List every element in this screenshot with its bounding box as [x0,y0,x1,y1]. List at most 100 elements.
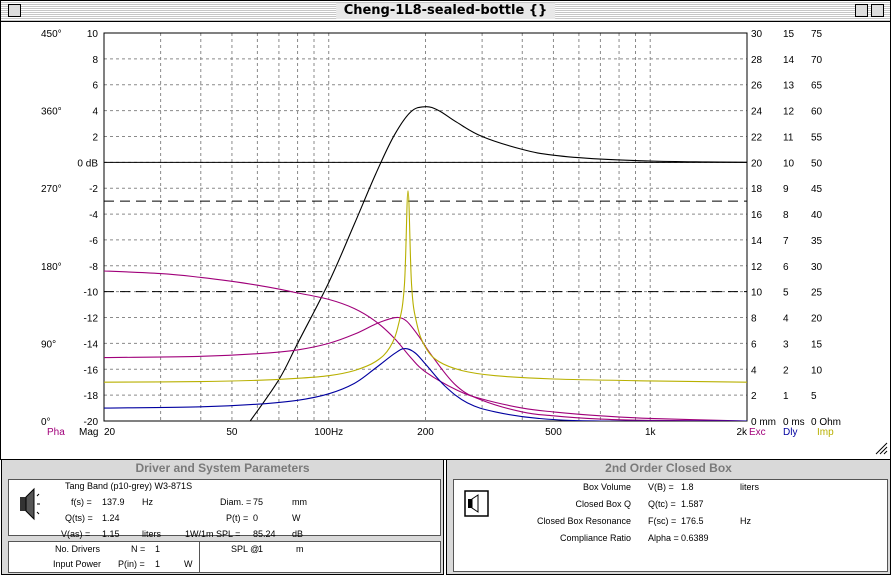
box-row-label: Compliance Ratio [559,533,631,543]
box-row-value[interactable]: 1.8 [681,482,694,492]
x-tick-label: 200 [417,427,434,438]
spl-at-value[interactable]: 1 [258,544,264,554]
box-row-unit: liters [740,482,760,492]
x-tick-label: 500 [545,427,562,438]
qts-value[interactable]: 1.24 [102,513,120,523]
dly-tick-label: 2 [783,365,789,376]
mag-tick-label: -2 [89,184,98,195]
imp-tick-label: 75 [811,29,823,40]
box-row-sym: Alpha = [648,533,679,543]
fs-unit: Hz [142,497,153,507]
imp-tick-label: 40 [811,210,823,221]
mag-tick-label: -20 [84,417,99,428]
dly-tick-label: 9 [783,184,789,195]
mag-tick-label: 0 dB [77,158,98,169]
phase-tick-label: 360° [41,107,62,118]
x-tick-label: 100Hz [314,427,343,438]
curve-magnitude [249,106,747,421]
box-panel-title: 2nd Order Closed Box [605,461,732,475]
mag-axis-label: Mag [79,427,98,438]
exc-tick-label: 26 [751,81,763,92]
input-power-unit: W [184,559,193,569]
zoom-box-icon[interactable] [855,4,868,17]
spl-at-label: SPL @ [231,544,260,554]
mag-tick-label: -10 [84,288,99,299]
dly-tick-label: 5 [783,288,789,299]
vas-unit: liters [142,529,162,539]
x-tick-label: 50 [226,427,238,438]
plot-frame [103,32,748,422]
imp-tick-label: 5 [811,391,817,402]
mag-tick-label: -4 [89,210,98,221]
exc-tick-label: 6 [751,339,757,350]
spl-value[interactable]: 85.24 [253,529,276,539]
sealed-box-icon [464,490,489,517]
diam-label: Diam. = [220,497,252,507]
drivers-box[interactable]: No. Drivers N = 1 Input Power P(in) = 1 … [8,541,200,573]
dly-tick-label: 11 [783,132,794,143]
vas-value[interactable]: 1.15 [102,529,120,539]
spl-label: 1W/1m SPL = [185,529,241,539]
plot-area: 10 8 6 4 2 0 dB -2 -4 -6 -8 -10 -12 -14 -16 -18 -20 450°… [1,22,890,458]
dly-tick-label: 4 [783,314,789,325]
resize-grip-icon[interactable] [875,442,888,455]
exc-tick-label: 16 [751,210,763,221]
curve-impedance [104,190,747,383]
imp-tick-label: 20 [811,314,823,325]
input-power-value[interactable]: 1 [155,559,161,569]
curve-delay [104,348,747,421]
spl-at-unit: m [296,544,304,554]
box-row-label: Closed Box Resonance [536,516,631,526]
no-drivers-value[interactable]: 1 [155,544,161,554]
exc-axis-label: Exc [749,427,766,438]
exc-tick-label: 0 mm [751,417,776,428]
no-drivers-sym: N = [131,544,146,554]
exc-tick-label: 22 [751,132,763,143]
dly-tick-label: 6 [783,262,789,273]
dly-tick-label: 15 [783,29,795,40]
imp-axis-label: Imp [817,427,834,438]
diam-value[interactable]: 75 [253,497,264,507]
pt-unit: W [292,513,301,523]
box-row-value[interactable]: 1.587 [681,499,704,509]
dly-tick-label: 13 [783,81,795,92]
mag-tick-label: 6 [92,81,98,92]
mag-tick-label: -8 [89,262,98,273]
exc-tick-label: 12 [751,262,763,273]
collapse-box-icon[interactable] [871,4,884,17]
diam-unit: mm [292,497,307,507]
curve-phase [104,270,747,421]
close-box-icon[interactable] [8,4,21,17]
imp-tick-label: 70 [811,55,823,66]
exc-tick-label: 24 [751,107,763,118]
imp-tick-label: 25 [811,288,823,299]
mag-tick-label: 4 [92,107,98,118]
driver-parameters-panel: Driver and System Parameters Tang Band (… [1,459,444,575]
closed-box-panel: 2nd Order Closed Box Box Volume V(B) = 1.8… [446,459,891,575]
mag-tick-label: -6 [89,236,98,247]
window-titlebar[interactable]: Cheng-1L8-sealed-bottle {} [1,1,890,22]
driver-specs-box[interactable]: Tang Band (p10-grey) W3-871S f(s) = 137.… [8,479,441,539]
spl-distance-box[interactable]: SPL @ 1 m [199,541,441,573]
graph-window: Cheng-1L8-sealed-bottle {} 10 8 6 4 2 0 dB -2 -… [0,0,891,460]
imp-tick-label: 35 [811,236,823,247]
phase-tick-label: 0° [41,417,51,428]
mag-tick-label: 8 [92,55,98,66]
box-row-value[interactable]: 176.5 [681,516,704,526]
pt-value[interactable]: 0 [253,513,259,523]
dly-tick-label: 1 [783,391,789,402]
exc-tick-label: 20 [751,158,763,169]
spl-unit: dB [292,529,304,539]
exc-tick-label: 8 [751,314,757,325]
curve-excursion [104,316,747,421]
driver-panel-title: Driver and System Parameters [135,461,310,475]
imp-tick-label: 55 [811,132,823,143]
vas-label: V(as) = [61,529,91,539]
fs-value[interactable]: 137.9 [102,497,125,507]
dly-tick-label: 14 [783,55,795,66]
box-row-value[interactable]: 0.6389 [681,533,709,543]
input-power-sym: P(in) = [118,559,145,569]
dly-tick-label: 7 [783,236,789,247]
box-params-box[interactable]: Box Volume V(B) = 1.8 liters Closed Box Q Q(t… [453,479,888,572]
